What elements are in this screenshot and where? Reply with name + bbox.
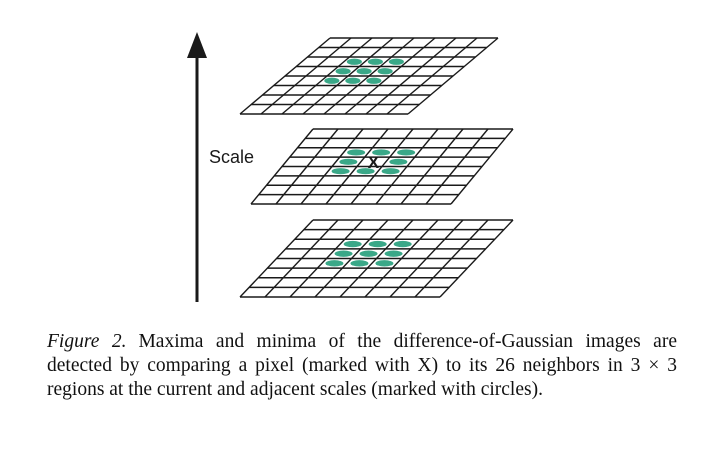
- figure-label: Figure 2.: [47, 331, 127, 352]
- neighbor-circle: [335, 68, 351, 75]
- neighbor-circle: [381, 168, 400, 175]
- grid-line: [407, 37, 499, 115]
- neighbor-circle: [359, 250, 378, 257]
- neighbor-circle: [324, 77, 340, 84]
- neighbor-circle: [347, 149, 366, 156]
- grid-layer-upper-scale: [239, 37, 499, 115]
- neighbor-circle: [343, 240, 362, 248]
- grid-line: [414, 219, 489, 298]
- scale-axis-arrowhead: [187, 32, 207, 58]
- grid-line: [450, 128, 514, 205]
- grid-line: [344, 37, 436, 115]
- grid-layer-lower-scale: [239, 219, 514, 298]
- grid-line: [425, 128, 489, 205]
- grid-line: [364, 219, 439, 298]
- neighbor-circle: [350, 260, 369, 267]
- neighbor-circle: [397, 149, 416, 156]
- grid-line: [439, 219, 514, 298]
- neighbor-circle: [393, 240, 412, 248]
- figure-caption: Figure 2. Maxima and minima of the differ…: [47, 330, 677, 402]
- neighbor-circle: [339, 158, 358, 165]
- neighbor-circle: [346, 58, 362, 65]
- neighbor-circle: [384, 250, 403, 257]
- neighbor-circle: [372, 149, 391, 156]
- grid-line: [365, 37, 457, 115]
- neighbor-circle: [331, 168, 350, 175]
- neighbor-circle: [367, 58, 383, 65]
- neighbor-circle: [368, 240, 387, 248]
- neighbor-circle: [334, 250, 353, 257]
- scale-axis: Scale: [187, 32, 254, 302]
- neighbor-circle: [325, 260, 344, 267]
- scale-axis-label: Scale: [209, 147, 254, 167]
- neighbor-circle: [389, 158, 408, 165]
- grid-layer-current-scale: X: [250, 128, 514, 205]
- caption-text: Maxima and minima of the difference-of-G…: [47, 331, 677, 400]
- scale-space-figure: Scale X: [187, 32, 514, 302]
- grid-line: [400, 128, 464, 205]
- sample-pixel-marker: X: [368, 153, 380, 172]
- grid-line: [375, 128, 439, 205]
- neighbor-circle: [388, 58, 404, 65]
- neighbor-circle: [377, 68, 393, 75]
- neighbor-circle: [356, 68, 372, 75]
- neighbor-circle: [366, 77, 382, 84]
- neighbor-circle: [375, 260, 394, 267]
- grid-line: [389, 219, 464, 298]
- neighbor-circle: [345, 77, 361, 84]
- grid-line: [386, 37, 478, 115]
- neighbor-circle: [356, 168, 375, 175]
